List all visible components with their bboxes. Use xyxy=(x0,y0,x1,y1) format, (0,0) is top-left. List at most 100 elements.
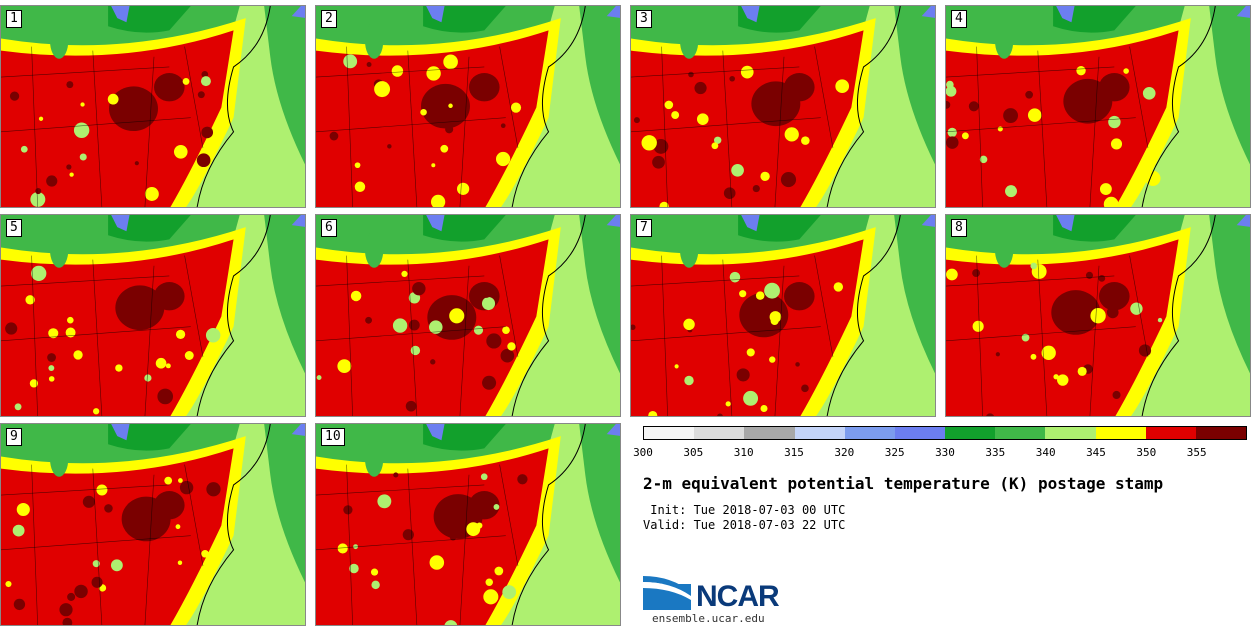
lake-icon xyxy=(426,424,445,441)
field-blob xyxy=(694,81,707,95)
state-border xyxy=(976,46,983,207)
field-blob xyxy=(205,327,221,343)
dark-red-core xyxy=(469,490,500,520)
coastline xyxy=(511,6,586,207)
field-blob xyxy=(387,144,392,149)
colorbar xyxy=(643,426,1247,440)
field-blob xyxy=(370,568,379,576)
lake-icon xyxy=(291,215,305,227)
north-dark-green xyxy=(423,6,506,33)
state-border xyxy=(316,66,485,78)
field-blob xyxy=(93,408,100,415)
member-number: 9 xyxy=(6,428,22,446)
field-blob xyxy=(743,390,759,406)
state-border xyxy=(1129,46,1149,149)
colorbar-tick-label: 315 xyxy=(784,446,804,459)
field-blob xyxy=(16,502,30,517)
field-blob xyxy=(47,353,56,362)
theta-e-map xyxy=(1,215,305,416)
field-blob xyxy=(179,480,194,495)
field-blob xyxy=(500,123,506,129)
field-blob xyxy=(175,329,186,340)
website-url: ensemble.ucar.edu xyxy=(652,612,765,625)
field-blob xyxy=(426,66,441,81)
field-blob xyxy=(659,201,669,207)
state-border xyxy=(184,46,204,149)
lake-green-field xyxy=(679,231,699,268)
field-blob xyxy=(82,495,95,508)
colorbar-tick-label: 345 xyxy=(1086,446,1106,459)
field-blob xyxy=(91,576,103,588)
member-number: 3 xyxy=(636,10,652,28)
lake-icon xyxy=(111,6,130,23)
ensemble-member-panel: 9 xyxy=(0,423,306,626)
field-blob xyxy=(502,585,517,599)
field-blob xyxy=(366,62,372,67)
field-blob xyxy=(495,151,511,167)
state-border xyxy=(499,464,519,567)
coastline xyxy=(511,424,586,625)
field-blob xyxy=(947,127,957,138)
state-border xyxy=(316,326,506,342)
field-blob xyxy=(29,379,39,388)
north-dark-green xyxy=(1053,215,1136,242)
field-blob xyxy=(979,155,988,164)
field-blob xyxy=(500,348,515,363)
dark-red-core xyxy=(1099,72,1130,102)
field-blob xyxy=(349,563,359,574)
theta-e-map xyxy=(631,6,935,207)
ocean-field-darker xyxy=(264,215,305,374)
theta-e-map xyxy=(1,424,305,625)
coastline xyxy=(196,424,271,625)
colorbar-bin xyxy=(644,427,695,439)
ocean-field-darker xyxy=(1209,6,1250,165)
field-blob xyxy=(175,524,181,530)
field-blob xyxy=(1077,366,1087,376)
state-border xyxy=(316,117,506,133)
field-blob xyxy=(1099,183,1112,195)
field-blob xyxy=(946,85,957,97)
field-blob xyxy=(144,187,159,201)
field-blob xyxy=(688,71,694,78)
state-border xyxy=(144,474,155,625)
field-blob xyxy=(329,131,339,141)
field-blob xyxy=(1025,90,1034,99)
field-blob xyxy=(157,388,174,405)
field-blob xyxy=(402,529,414,541)
state-border xyxy=(346,46,353,207)
field-blob xyxy=(115,364,123,372)
field-blob xyxy=(374,81,391,98)
state-border xyxy=(976,255,983,416)
field-blob xyxy=(760,405,768,413)
member-number: 10 xyxy=(321,428,345,446)
ensemble-member-panel: 1 xyxy=(0,5,306,208)
colorbar-tick-label: 325 xyxy=(884,446,905,459)
member-number: 1 xyxy=(6,10,22,28)
theta-e-map xyxy=(316,215,620,416)
colorbar-tick-label: 355 xyxy=(1186,446,1207,459)
field-blob xyxy=(972,269,981,277)
field-blob xyxy=(480,473,488,481)
state-border xyxy=(661,255,668,416)
field-blob xyxy=(1076,65,1086,76)
ensemble-member-panel: 5 xyxy=(0,214,306,417)
lake-icon xyxy=(741,6,760,23)
member-number: 6 xyxy=(321,219,337,237)
lake-icon xyxy=(606,6,620,18)
state-border xyxy=(31,46,38,207)
field-blob xyxy=(201,549,209,558)
field-blob xyxy=(946,268,958,281)
colorbar-bin xyxy=(794,427,845,439)
field-blob xyxy=(107,93,119,105)
field-blob xyxy=(48,328,59,339)
field-blob xyxy=(1130,302,1143,315)
field-blob xyxy=(729,271,741,283)
field-blob xyxy=(752,184,760,193)
ensemble-member-panel: 7 xyxy=(630,214,936,417)
state-border xyxy=(631,117,821,133)
field-blob xyxy=(440,144,449,153)
colorbar-tick-label: 340 xyxy=(1035,446,1056,459)
state-border xyxy=(459,56,470,207)
lake-icon xyxy=(291,424,305,436)
lake-icon xyxy=(921,6,935,18)
